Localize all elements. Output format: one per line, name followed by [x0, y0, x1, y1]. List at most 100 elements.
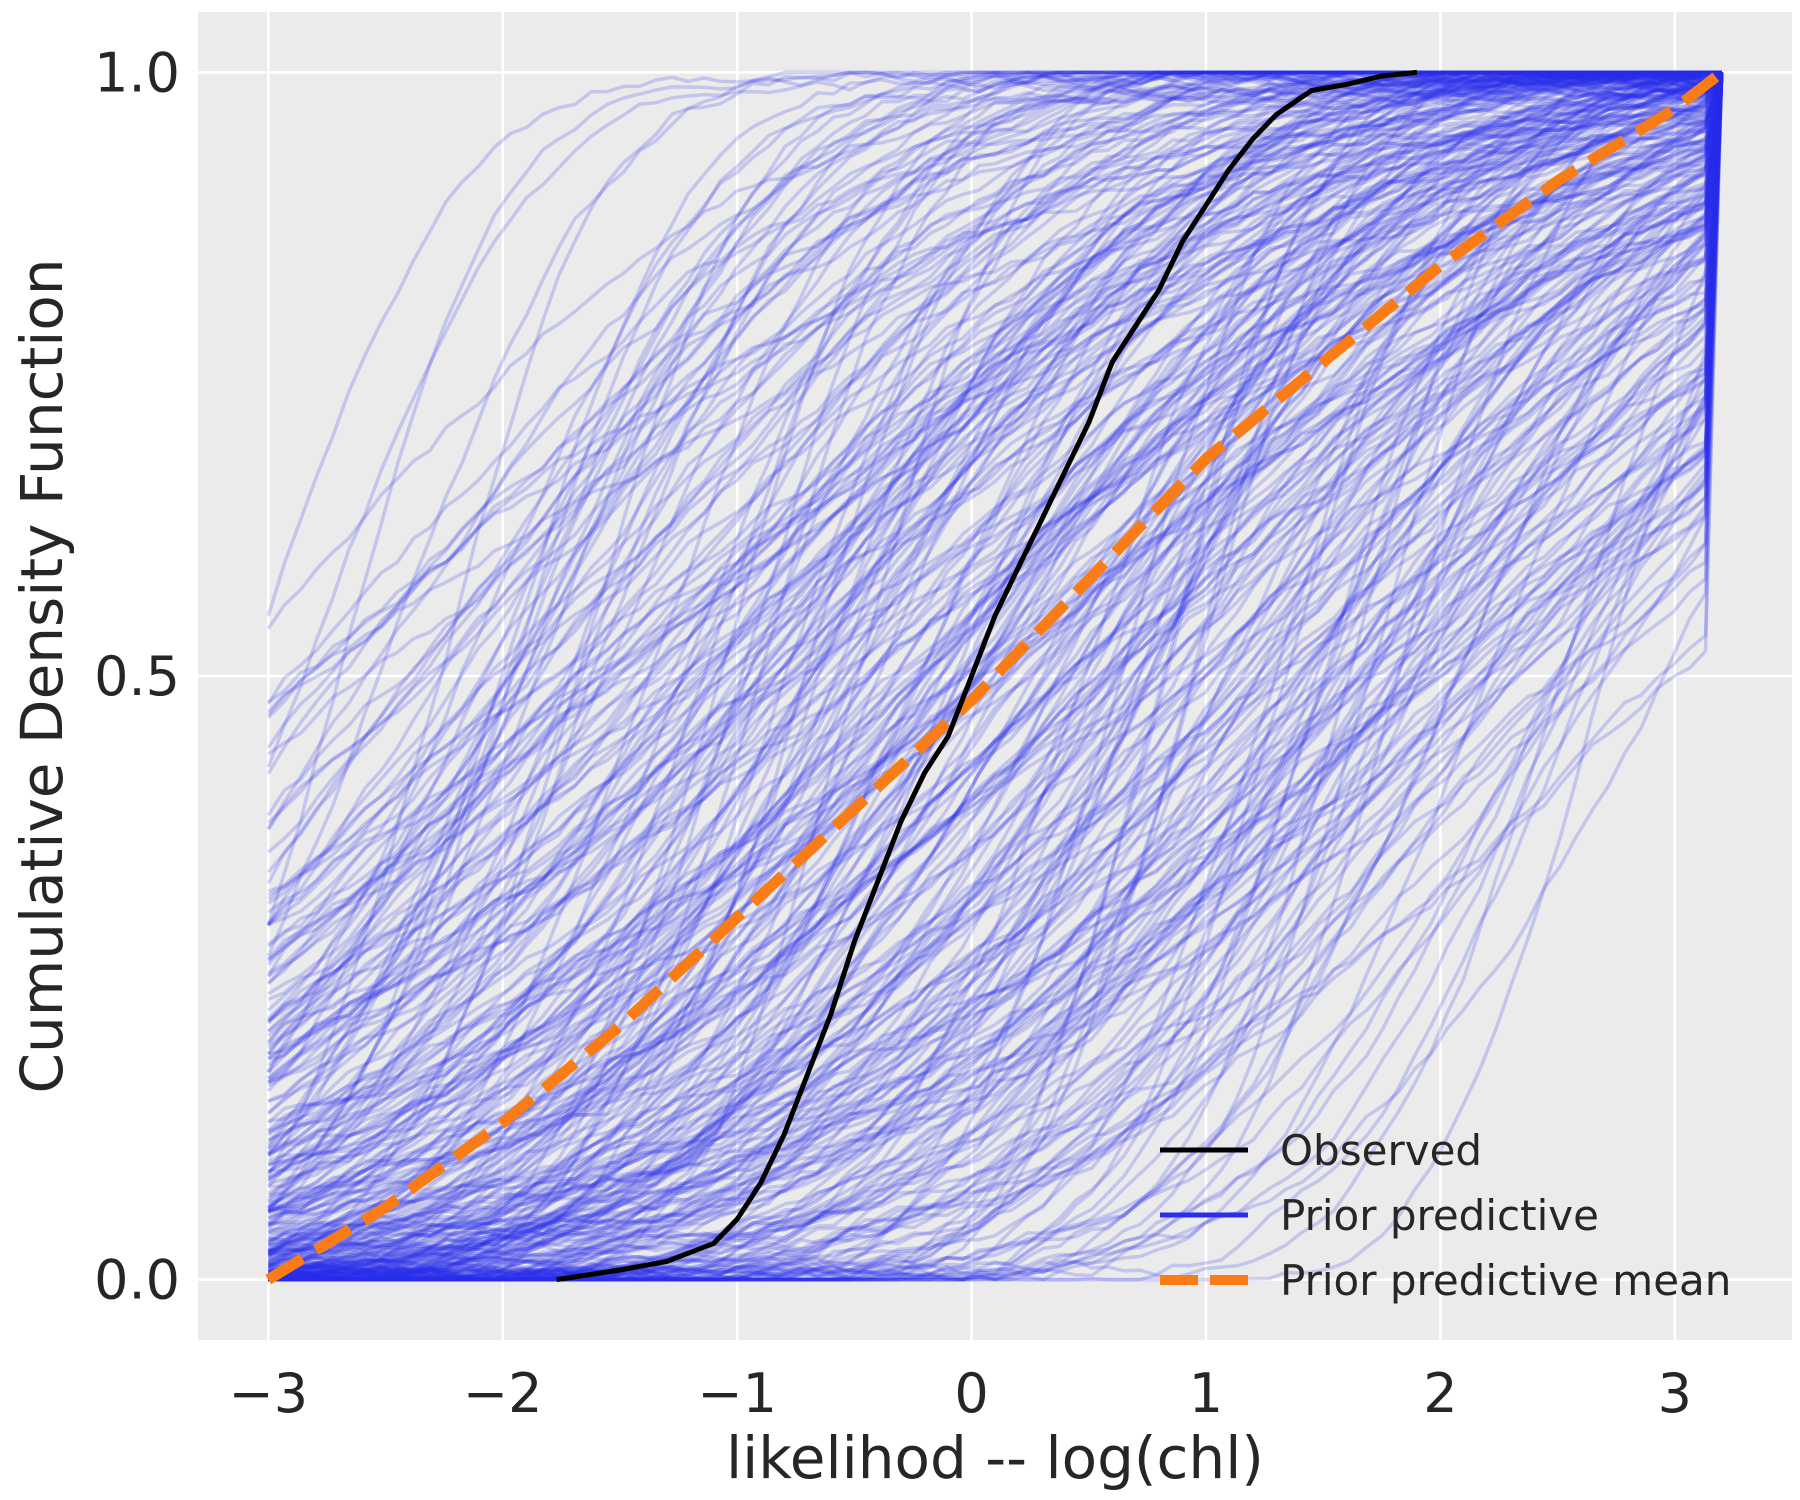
- prior-predictive-line: [268, 72, 1724, 1282]
- prior-predictive-line: [267, 72, 1724, 1280]
- prior-predictive-line: [267, 72, 1724, 1104]
- prior-predictive-line: [268, 70, 1722, 1282]
- prior-predictive-line: [266, 70, 1723, 705]
- prior-predictive-line: [267, 70, 1723, 1204]
- prior-predictive-line: [267, 72, 1724, 1256]
- prior-predictive-line: [267, 70, 1723, 719]
- prior-predictive-line: [267, 72, 1724, 1282]
- prior-predictive-line: [268, 70, 1722, 1282]
- prior-predictive-line: [268, 72, 1724, 1282]
- prior-predictive-line: [266, 70, 1722, 1073]
- prior-predictive-line: [266, 71, 1724, 967]
- prior-predictive-line: [266, 70, 1722, 1210]
- prior-predictive-line: [267, 70, 1722, 1212]
- prior-predictive-line: [268, 72, 1724, 1282]
- prior-predictive-line: [267, 72, 1724, 1282]
- prior-predictive-line: [267, 72, 1724, 1259]
- prior-predictive-line: [267, 70, 1723, 1157]
- prior-predictive-line: [267, 72, 1724, 1282]
- prior-predictive-line: [267, 72, 1724, 1246]
- prior-predictive-line: [267, 72, 1724, 1282]
- prior-predictive-line: [268, 72, 1724, 1277]
- prior-predictive-line: [268, 71, 1724, 1282]
- prior-predictive-line: [267, 72, 1724, 1174]
- prior-predictive-line: [268, 72, 1724, 1281]
- prior-predictive-lines: [266, 70, 1724, 1282]
- prior-predictive-line: [267, 71, 1724, 1282]
- prior-predictive-line: [266, 70, 1722, 885]
- prior-predictive-line: [268, 70, 1722, 1267]
- prior-predictive-line: [267, 72, 1724, 1252]
- prior-predictive-line: [266, 70, 1722, 957]
- prior-predictive-line: [268, 72, 1724, 1282]
- x-tick-label: 1: [1189, 1362, 1223, 1425]
- prior-predictive-line: [268, 71, 1724, 1281]
- prior-predictive-line: [268, 70, 1722, 1258]
- prior-predictive-line: [268, 72, 1724, 1282]
- prior-predictive-line: [268, 72, 1724, 1263]
- prior-predictive-line: [267, 71, 1724, 926]
- legend-label: Observed: [1280, 1126, 1482, 1175]
- prior-predictive-line: [267, 72, 1724, 1149]
- prior-predictive-mean-line: [265, 68, 1726, 1285]
- prior-predictive-line: [268, 72, 1724, 1282]
- prior-predictive-line: [268, 72, 1724, 1266]
- prior-predictive-line: [266, 71, 1724, 960]
- prior-predictive-line: [267, 70, 1722, 1278]
- prior-predictive-line: [267, 70, 1722, 1281]
- prior-predictive-line: [268, 72, 1724, 1282]
- prior-predictive-line: [268, 72, 1724, 1282]
- prior-predictive-line: [267, 72, 1724, 1258]
- prior-predictive-line: [267, 70, 1723, 1228]
- prior-predictive-line: [267, 70, 1722, 1262]
- prior-predictive-line: [267, 72, 1724, 1151]
- prior-predictive-line: [268, 70, 1722, 1274]
- prior-predictive-line: [267, 72, 1724, 1256]
- prior-predictive-line: [268, 71, 1724, 1282]
- prior-predictive-line: [268, 70, 1722, 1282]
- prior-predictive-line: [267, 72, 1724, 1209]
- prior-predictive-line: [266, 71, 1724, 717]
- prior-predictive-line: [266, 70, 1723, 1075]
- prior-predictive-line: [268, 72, 1724, 1278]
- prior-predictive-line: [268, 70, 1723, 1282]
- prior-predictive-line: [267, 70, 1722, 1254]
- prior-predictive-line: [268, 71, 1724, 1261]
- prior-predictive-line: [267, 71, 1724, 1002]
- y-tick-label: 0.0: [94, 1249, 180, 1312]
- prior-predictive-line: [268, 70, 1722, 1282]
- prior-predictive-line: [267, 70, 1722, 1282]
- prior-predictive-line: [268, 72, 1724, 1282]
- prior-predictive-line: [267, 70, 1722, 1277]
- x-axis-label: likelihod -- log(chl): [726, 1424, 1264, 1492]
- prior-predictive-line: [266, 70, 1723, 831]
- prior-predictive-line: [268, 70, 1723, 1282]
- prior-predictive-line: [267, 71, 1724, 1215]
- prior-predictive-line: [267, 72, 1724, 1273]
- x-tick-labels: −3 −2 −1 0 1 2 3: [229, 1362, 1692, 1425]
- x-tick-label: 2: [1423, 1362, 1457, 1425]
- prior-predictive-line: [268, 72, 1724, 1282]
- prior-predictive-line: [268, 72, 1724, 1256]
- prior-predictive-line: [267, 72, 1724, 1279]
- prior-predictive-line: [267, 71, 1724, 1282]
- prior-predictive-line: [267, 71, 1724, 893]
- prior-predictive-line: [268, 72, 1724, 1282]
- prior-predictive-line: [267, 72, 1724, 1257]
- prior-predictive-line: [267, 70, 1723, 1282]
- prior-predictive-line: [268, 72, 1724, 1212]
- prior-predictive-line: [267, 72, 1724, 1163]
- prior-predictive-line: [268, 72, 1724, 1123]
- prior-predictive-line: [267, 72, 1724, 1282]
- prior-predictive-line: [267, 71, 1723, 1220]
- prior-predictive-line: [268, 72, 1724, 1282]
- observed-line: [556, 69, 1418, 1283]
- legend-label: Prior predictive mean: [1280, 1256, 1731, 1305]
- prior-predictive-line: [267, 71, 1723, 1279]
- prior-predictive-line: [267, 70, 1722, 1137]
- prior-predictive-line: [268, 71, 1724, 1282]
- prior-predictive-line: [266, 70, 1724, 1150]
- prior-predictive-line: [267, 72, 1724, 1180]
- prior-predictive-line: [268, 71, 1724, 1282]
- prior-predictive-line: [268, 71, 1724, 1279]
